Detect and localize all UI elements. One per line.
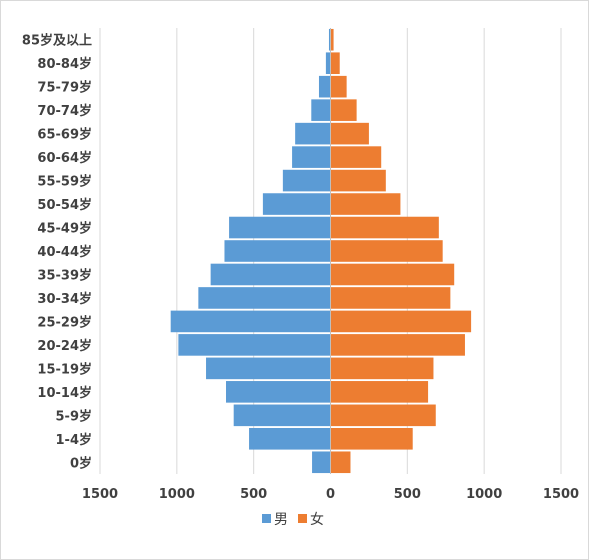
y-tick-label-0: 0岁 (70, 455, 92, 471)
bar-female-1 (330, 427, 413, 450)
bar-male-5 (178, 334, 331, 356)
y-tick-label-15: 70-74岁 (37, 103, 92, 119)
bar-male-6 (170, 310, 331, 333)
y-tick-label-17: 80-84岁 (37, 56, 92, 72)
bar-female-4 (330, 357, 434, 380)
bar-female-17 (330, 52, 340, 75)
bar-male-10 (229, 216, 331, 239)
bar-male-0 (312, 451, 331, 474)
bar-female-12 (330, 169, 386, 192)
bar-male-11 (262, 193, 331, 215)
x-tick-label-0: 1500 (82, 487, 118, 502)
bar-female-8 (330, 263, 455, 286)
x-tick-label-1: 1000 (159, 487, 195, 502)
y-tick-label-5: 20-24岁 (37, 338, 92, 354)
bar-male-15 (311, 99, 331, 121)
bar-female-5 (330, 334, 465, 356)
bar-female-6 (330, 310, 472, 333)
legend-swatch-female (298, 514, 307, 523)
bar-female-11 (330, 193, 401, 215)
bar-female-2 (330, 404, 436, 427)
bar-male-4 (206, 357, 331, 380)
bar-female-3 (330, 381, 429, 403)
x-tick-label-4: 500 (394, 487, 421, 502)
bar-male-14 (295, 122, 331, 145)
bar-male-2 (233, 404, 331, 427)
y-tick-label-18: 85岁及以上 (22, 33, 92, 49)
x-tick-label-5: 1000 (466, 487, 502, 502)
x-tick-label-2: 500 (240, 487, 267, 502)
bar-male-12 (282, 169, 331, 192)
bar-male-7 (198, 287, 331, 309)
y-tick-label-7: 30-34岁 (37, 291, 92, 307)
bar-male-9 (224, 240, 331, 262)
y-tick-label-1: 1-4岁 (56, 432, 93, 448)
y-tick-label-6: 25-29岁 (37, 314, 92, 330)
bar-male-18 (328, 28, 331, 51)
bar-male-17 (325, 52, 331, 75)
bar-female-10 (330, 216, 439, 239)
bar-female-18 (330, 28, 334, 51)
y-tick-label-14: 65-69岁 (37, 127, 92, 143)
bar-female-9 (330, 240, 443, 262)
bar-female-14 (330, 122, 369, 145)
legend-label-female: 女 (310, 511, 324, 528)
bar-female-13 (330, 146, 382, 168)
bar-male-3 (226, 381, 331, 403)
bar-female-15 (330, 99, 357, 121)
y-tick-label-4: 15-19岁 (37, 361, 92, 377)
y-tick-label-11: 50-54岁 (37, 197, 92, 213)
y-tick-label-13: 60-64岁 (37, 150, 92, 166)
y-tick-label-2: 5-9岁 (56, 408, 93, 424)
bar-male-8 (210, 263, 331, 286)
bar-female-16 (330, 75, 347, 98)
y-tick-label-10: 45-49岁 (37, 221, 92, 237)
y-tick-label-8: 35-39岁 (37, 267, 92, 283)
bar-male-13 (292, 146, 331, 168)
x-tick-label-6: 1500 (543, 487, 579, 502)
y-tick-label-9: 40-44岁 (37, 244, 92, 260)
bar-male-1 (249, 427, 331, 450)
bar-female-7 (330, 287, 451, 309)
y-tick-label-3: 10-14岁 (37, 385, 92, 401)
x-tick-label-3: 0 (326, 487, 335, 502)
y-tick-label-12: 55-59岁 (37, 174, 92, 190)
bar-female-0 (330, 451, 351, 474)
y-tick-label-16: 75-79岁 (37, 80, 92, 96)
legend-swatch-male (262, 514, 271, 523)
bar-male-16 (318, 75, 331, 98)
legend-label-male: 男 (274, 512, 288, 528)
